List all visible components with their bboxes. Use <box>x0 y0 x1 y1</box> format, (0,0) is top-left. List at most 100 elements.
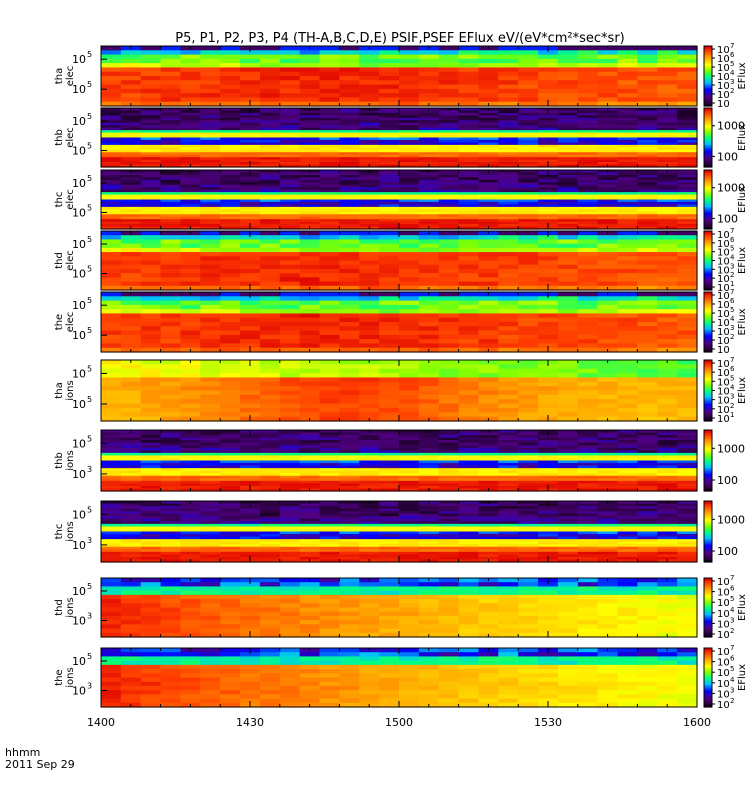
heatmap-cell <box>319 364 340 370</box>
heatmap-cell <box>379 531 400 535</box>
heatmap-cell <box>180 243 201 249</box>
heatmap-cell <box>319 159 340 163</box>
heatmap-cell <box>617 247 638 253</box>
heatmap-cell <box>101 403 122 409</box>
y-tick-label: 10 <box>72 398 86 411</box>
heatmap-cell <box>557 412 579 418</box>
colorbar-segment <box>704 474 712 477</box>
heatmap-cell <box>458 115 480 119</box>
colorbar-segment <box>704 486 712 489</box>
heatmap-cell <box>617 394 638 400</box>
heatmap-cell <box>140 531 162 535</box>
colorbar-segment <box>704 308 712 311</box>
heatmap-cell <box>518 450 539 454</box>
heatmap-cell <box>319 209 340 213</box>
heatmap-cell <box>160 157 182 161</box>
heatmap-cell <box>160 139 182 144</box>
heatmap-cell <box>418 468 440 472</box>
heatmap-cell <box>518 416 539 422</box>
heatmap-cell <box>160 224 182 228</box>
heatmap-cell <box>299 506 321 510</box>
heatmap-cell <box>359 264 380 270</box>
heatmap-cell <box>458 97 480 103</box>
heatmap-cell <box>617 330 638 336</box>
heatmap-cell <box>259 226 281 230</box>
heatmap-cell <box>438 164 460 168</box>
heatmap-cell <box>120 435 142 439</box>
heatmap-cell <box>101 260 122 266</box>
heatmap-cell <box>120 407 142 413</box>
heatmap-cell <box>657 468 678 472</box>
heatmap-cell <box>577 108 599 112</box>
heatmap-cell <box>577 364 599 370</box>
heatmap-cell <box>160 339 182 345</box>
heatmap-cell <box>359 435 380 439</box>
heatmap-cell <box>399 447 420 451</box>
heatmap-cell <box>299 300 321 306</box>
heatmap-cell <box>438 470 460 474</box>
heatmap-cell <box>319 536 340 540</box>
heatmap-cell <box>180 125 201 129</box>
heatmap-cell <box>220 360 241 365</box>
heatmap-cell <box>279 144 301 148</box>
heatmap-cell <box>220 137 241 141</box>
heatmap-cell <box>140 465 162 469</box>
heatmap-cell <box>458 149 480 153</box>
heatmap-cell <box>518 386 539 392</box>
heatmap-cell <box>200 513 221 517</box>
heatmap-cell <box>657 157 678 161</box>
heatmap-cell <box>657 184 678 188</box>
colorbar-tick-exponent: 4 <box>730 254 735 262</box>
heatmap-cell <box>538 394 559 400</box>
heatmap-cell <box>399 473 420 477</box>
heatmap-cell <box>101 157 122 161</box>
heatmap-cell <box>617 117 638 121</box>
heatmap-cell <box>200 559 221 563</box>
heatmap-cell <box>220 46 241 51</box>
heatmap-cell <box>677 122 698 126</box>
heatmap-cell <box>379 235 400 241</box>
heatmap-cell <box>538 112 559 116</box>
heatmap-cell <box>339 137 360 141</box>
heatmap-cell <box>379 172 400 176</box>
colorbar-segment <box>704 311 712 314</box>
heatmap-cell <box>438 480 460 484</box>
heatmap-cell <box>577 386 599 392</box>
heatmap-cell <box>637 235 658 241</box>
heatmap-cell <box>518 483 539 487</box>
heatmap-cell <box>120 445 142 449</box>
colorbar-segment <box>704 152 712 155</box>
heatmap-cell <box>617 488 638 492</box>
colorbar-segment <box>704 164 712 167</box>
heatmap-cell <box>101 120 122 124</box>
heatmap-cell <box>259 473 281 477</box>
heatmap-cell <box>418 516 440 520</box>
heatmap-cell <box>101 63 122 69</box>
heatmap-cell <box>200 390 221 396</box>
heatmap-cell <box>101 204 122 208</box>
heatmap-cell <box>160 162 182 166</box>
heatmap-cell <box>557 460 579 464</box>
heatmap-cell <box>379 157 400 161</box>
heatmap-cell <box>240 513 261 517</box>
heatmap-cell <box>200 172 221 176</box>
heatmap-cell <box>399 437 420 441</box>
heatmap-cell <box>458 194 480 198</box>
heatmap-cell <box>597 221 619 225</box>
heatmap-cell <box>140 277 162 283</box>
heatmap-cell <box>617 440 638 444</box>
heatmap-cell <box>478 63 499 69</box>
heatmap-cell <box>617 132 638 136</box>
heatmap-cell <box>438 347 460 353</box>
heatmap-cell <box>399 322 420 327</box>
heatmap-cell <box>637 450 658 454</box>
heatmap-cell <box>160 488 182 492</box>
heatmap-cell <box>339 412 360 418</box>
heatmap-cell <box>538 407 559 413</box>
heatmap-cell <box>319 377 340 383</box>
heatmap-cell <box>438 330 460 336</box>
heatmap-cell <box>240 201 261 206</box>
heatmap-cell <box>498 231 519 236</box>
